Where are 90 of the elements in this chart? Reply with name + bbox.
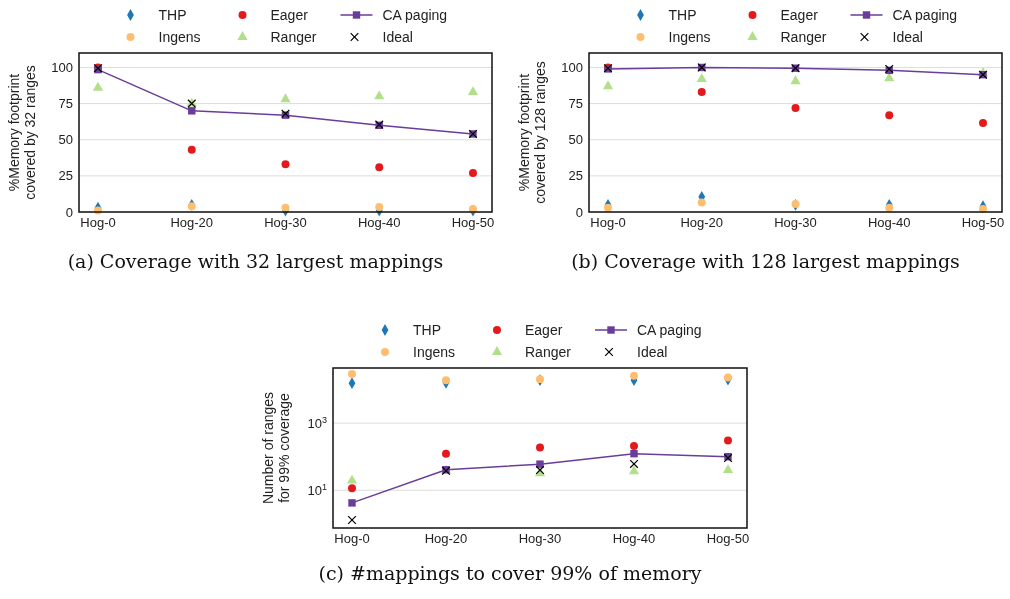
y-axis-title: %Memory footprint covered by 32 ranges bbox=[6, 65, 39, 200]
legend-label: Eager bbox=[780, 6, 819, 23]
point bbox=[790, 75, 801, 85]
x-tick-label: Hog-0 bbox=[334, 531, 370, 546]
point bbox=[348, 499, 356, 507]
y-axis-title: Number of ranges for 99% coverage bbox=[260, 391, 293, 505]
point bbox=[467, 86, 479, 95]
x-tick-label: Hog-40 bbox=[612, 531, 656, 546]
y-tick-label: 10$^{1}$ bbox=[307, 481, 327, 498]
point bbox=[630, 449, 638, 458]
legend-label: CA paging bbox=[637, 321, 702, 338]
point bbox=[630, 371, 638, 380]
legend-label: THP bbox=[413, 321, 441, 338]
y-tick-label: 75 bbox=[568, 96, 583, 112]
point bbox=[347, 515, 357, 525]
legend-label: Ideal bbox=[382, 28, 413, 45]
x-tick-label: Hog-50 bbox=[451, 215, 495, 230]
point bbox=[536, 443, 544, 452]
legend-label: Ranger bbox=[270, 28, 317, 45]
point bbox=[536, 460, 544, 468]
point bbox=[604, 203, 612, 212]
point bbox=[724, 436, 732, 445]
legend-label: Ranger bbox=[780, 28, 827, 45]
text: (c) #mappings to cover 99% of memory bbox=[318, 562, 702, 584]
legend-label: Ideal bbox=[637, 343, 668, 360]
y-tick-label: 25 bbox=[568, 168, 583, 184]
point bbox=[630, 441, 638, 450]
point bbox=[697, 198, 706, 207]
x-tick-label: Hog-30 bbox=[264, 215, 307, 230]
text: (b) Coverage with 128 largest mappings bbox=[571, 250, 960, 272]
legend-label: THP bbox=[668, 6, 697, 23]
point bbox=[375, 202, 384, 211]
legend-label: CA paging bbox=[382, 6, 448, 23]
y-tick-label: 50 bbox=[568, 132, 583, 148]
x-tick-label: Hog-50 bbox=[706, 531, 750, 546]
y-tick-label: 10$^{3}$ bbox=[307, 414, 327, 431]
x-tick-label: Hog-0 bbox=[590, 215, 626, 230]
x-tick-label: Hog-30 bbox=[518, 531, 562, 546]
legend-label: Ideal bbox=[892, 28, 923, 45]
point bbox=[629, 459, 639, 469]
point bbox=[628, 465, 640, 475]
y-tick-label: 0 bbox=[65, 204, 73, 220]
point bbox=[696, 73, 707, 82]
y-tick-label: 100 bbox=[51, 60, 73, 75]
x-tick-label: Hog-20 bbox=[680, 215, 724, 230]
point bbox=[979, 119, 987, 128]
point bbox=[188, 107, 196, 115]
point bbox=[346, 474, 358, 484]
y-tick-label: 100 bbox=[561, 60, 583, 75]
point bbox=[187, 145, 196, 154]
x-tick-label: Hog-40 bbox=[357, 215, 401, 230]
x-tick-label: Hog-40 bbox=[867, 215, 911, 230]
point bbox=[348, 370, 356, 379]
legend-label: Ingens bbox=[158, 28, 201, 45]
point bbox=[885, 203, 894, 212]
point bbox=[469, 168, 477, 177]
legend-label: Ranger bbox=[525, 343, 572, 360]
legend-label: CA paging bbox=[892, 6, 958, 23]
y-tick-label: 75 bbox=[58, 96, 73, 112]
legend-label: Eager bbox=[525, 321, 563, 338]
legend-label: Eager bbox=[270, 6, 309, 23]
x-tick-label: Hog-50 bbox=[961, 215, 1005, 230]
point bbox=[348, 484, 356, 493]
legend-label: Ingens bbox=[668, 28, 711, 45]
point bbox=[791, 103, 800, 112]
point bbox=[722, 464, 734, 473]
y-tick-label: 50 bbox=[58, 132, 73, 148]
point bbox=[280, 93, 291, 103]
point bbox=[697, 88, 706, 97]
x-tick-label: Hog-20 bbox=[424, 531, 468, 546]
y-tick-label: 0 bbox=[575, 204, 583, 220]
legend-label: THP bbox=[158, 6, 187, 23]
x-tick-label: Hog-30 bbox=[774, 215, 817, 230]
point bbox=[281, 203, 290, 212]
x-tick-label: Hog-0 bbox=[80, 215, 116, 230]
x-tick-label: Hog-20 bbox=[170, 215, 214, 230]
point bbox=[442, 376, 450, 385]
legend-label: Ingens bbox=[413, 343, 456, 360]
point bbox=[187, 202, 196, 211]
point bbox=[375, 163, 384, 172]
point bbox=[92, 81, 104, 91]
y-axis-title: %Memory footprint covered by 128 ranges bbox=[516, 61, 549, 204]
point bbox=[374, 90, 385, 100]
point bbox=[281, 160, 290, 169]
text: (a) Coverage with 32 largest mappings bbox=[67, 250, 444, 272]
point bbox=[885, 111, 894, 120]
point bbox=[442, 449, 450, 458]
point bbox=[602, 80, 614, 90]
y-tick-label: 25 bbox=[58, 168, 73, 184]
point bbox=[724, 373, 732, 382]
